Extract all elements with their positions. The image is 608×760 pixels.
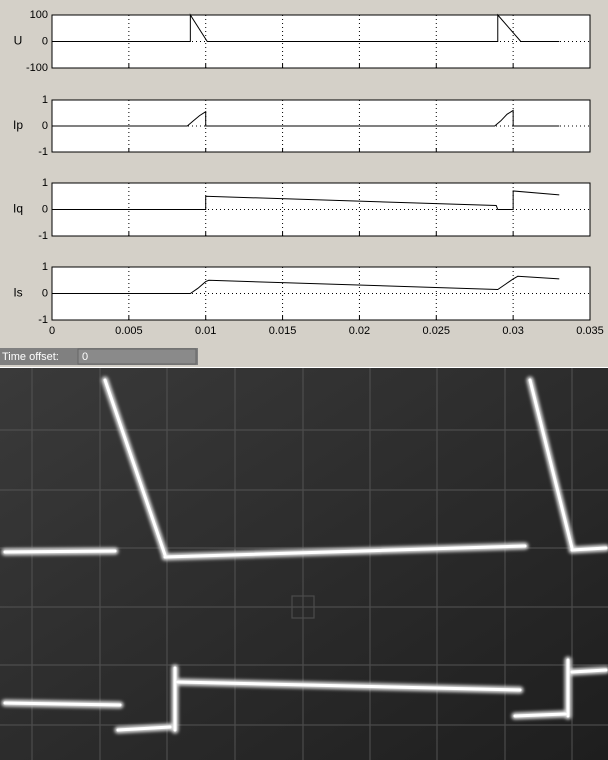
offset-input[interactable] <box>77 348 197 365</box>
y-tick-label: 1 <box>42 94 48 106</box>
x-tick-label: 0.005 <box>115 325 143 337</box>
y-tick-label: 0 <box>42 203 48 215</box>
x-tick-label: 0.015 <box>269 325 297 337</box>
y-tick-label: 0 <box>42 287 48 299</box>
y-tick-label: 0 <box>42 35 48 47</box>
y-tick-label: -1 <box>38 314 48 326</box>
oscilloscope-photo <box>0 368 608 760</box>
y-tick-label: 100 <box>30 9 48 21</box>
y-axis-label: Ip <box>13 118 23 132</box>
x-tick-label: 0.025 <box>423 325 451 337</box>
x-tick-label: 0 <box>49 325 55 337</box>
data-line <box>52 109 560 127</box>
offset-label: Time offset: <box>2 351 59 363</box>
y-tick-label: -1 <box>38 146 48 158</box>
data-line <box>52 275 560 294</box>
y-tick-label: 1 <box>42 261 48 273</box>
x-tick-label: 0.035 <box>576 325 604 337</box>
y-tick-label: -1 <box>38 230 48 242</box>
x-tick-label: 0.01 <box>195 325 216 337</box>
data-line <box>52 13 560 42</box>
x-tick-label: 0.02 <box>349 325 370 337</box>
y-tick-label: 1 <box>42 177 48 189</box>
y-axis-label: Is <box>13 286 22 300</box>
y-tick-label: 0 <box>42 120 48 132</box>
y-axis-label: U <box>14 34 23 48</box>
data-line <box>52 190 560 210</box>
offset-value: 0 <box>82 351 88 363</box>
y-tick-label: -100 <box>26 62 48 74</box>
x-tick-label: 0.03 <box>502 325 523 337</box>
y-axis-label: Iq <box>13 202 23 216</box>
